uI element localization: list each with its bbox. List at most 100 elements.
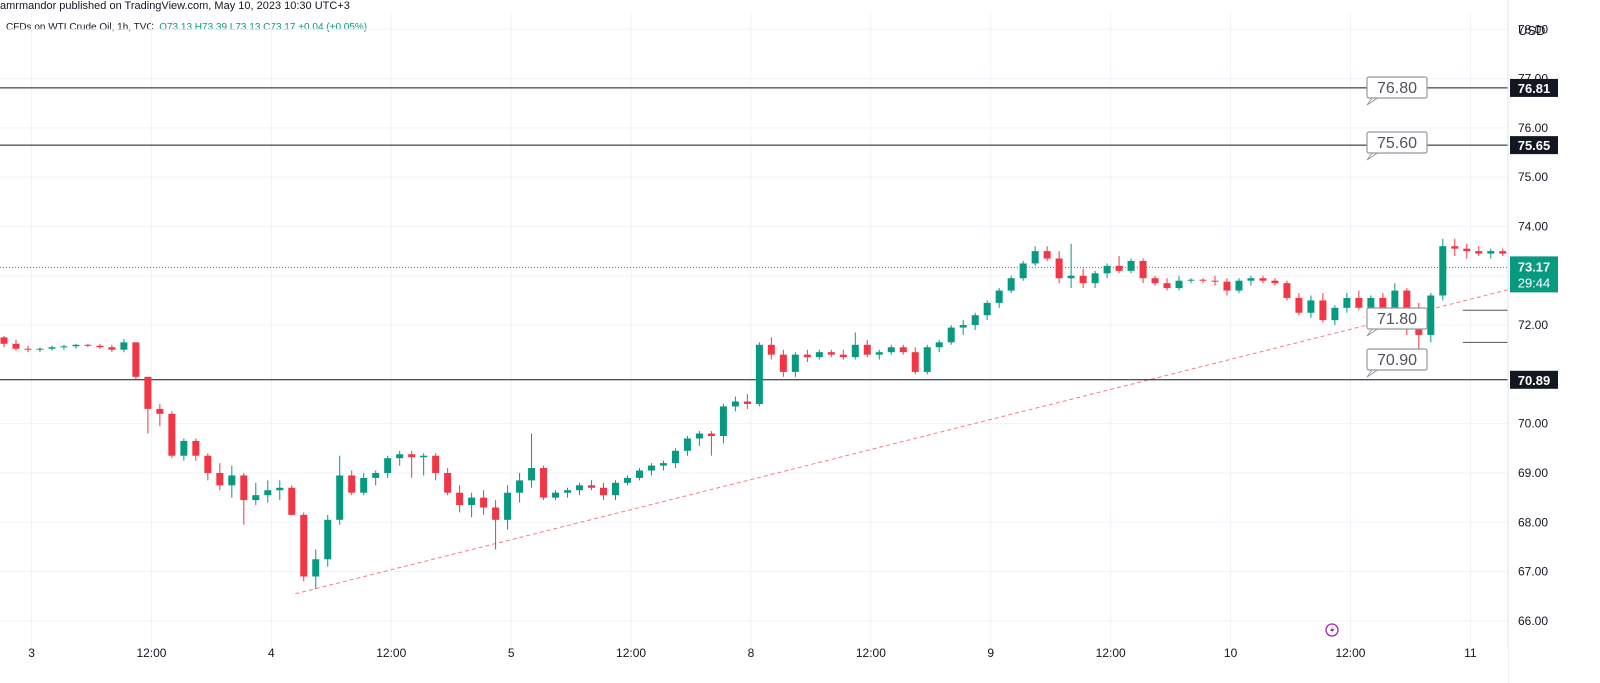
candle-body: [623, 477, 631, 483]
candle: [36, 347, 44, 353]
candle-body: [1307, 300, 1315, 313]
candle-body: [72, 344, 80, 347]
grid-lines: [0, 12, 1508, 648]
candle-body: [1259, 278, 1267, 281]
level-note: 76.80: [1366, 76, 1428, 106]
level-note: 75.60: [1366, 131, 1428, 161]
candle-body: [1031, 251, 1039, 264]
candle-body: [552, 492, 560, 498]
candle: [1283, 280, 1291, 301]
price-tick-label: 72.00: [1518, 318, 1548, 332]
candle: [1175, 275, 1183, 291]
candle: [923, 344, 931, 375]
candle-body: [228, 475, 236, 486]
candle: [1055, 251, 1063, 284]
candle-body: [923, 347, 931, 372]
candle-body: [1427, 295, 1435, 335]
candle-body: [1211, 280, 1219, 282]
time-tick-label: 10: [1224, 646, 1238, 660]
candle: [815, 349, 823, 360]
candle: [683, 436, 691, 456]
candle-body: [276, 487, 284, 491]
candle-body: [779, 354, 787, 372]
candle: [1235, 278, 1243, 294]
candle-body: [647, 465, 655, 471]
time-tick-label: 12:00: [856, 646, 886, 660]
lightning-icon: [1325, 623, 1339, 637]
candle: [564, 487, 572, 498]
candle-body: [60, 346, 68, 348]
candle: [264, 480, 272, 503]
candle: [995, 288, 1003, 308]
candle-body: [947, 327, 955, 343]
candle: [779, 349, 787, 377]
candle: [276, 480, 284, 501]
candle-body: [935, 342, 943, 348]
candle-body: [204, 455, 212, 473]
candle: [767, 337, 775, 360]
candle-body: [683, 438, 691, 451]
candle-body: [899, 347, 907, 353]
candle: [611, 480, 619, 501]
candle-body: [396, 454, 404, 459]
candle-body: [216, 472, 224, 486]
candle: [1007, 275, 1015, 294]
candle: [168, 411, 176, 459]
candle: [659, 460, 667, 471]
candle: [120, 338, 128, 353]
symbol-legend[interactable]: CFDs on WTI Crude Oil, 1h, TVC O73.13 H7…: [6, 22, 367, 33]
countdown-label: 29:44: [1518, 275, 1551, 290]
candle: [144, 376, 152, 434]
candle: [731, 396, 739, 412]
candle-body: [635, 470, 643, 478]
candle: [372, 470, 380, 486]
candle: [408, 450, 416, 478]
candle: [1067, 243, 1075, 289]
price-tick-label: 69.00: [1518, 466, 1548, 480]
candle: [360, 472, 368, 496]
candle-body: [695, 433, 703, 439]
candle: [1439, 238, 1447, 301]
trendline-group: [295, 286, 1521, 595]
candle: [240, 472, 248, 525]
note-box: [1366, 131, 1428, 154]
candle-body: [1079, 275, 1087, 284]
time-tick-label: 12:00: [616, 646, 646, 660]
candle: [983, 300, 991, 321]
note-box: [1366, 348, 1428, 371]
time-tick-label: 12:00: [376, 646, 406, 660]
candle-body: [528, 468, 536, 481]
note-pointer: [1366, 151, 1380, 161]
candle-body: [324, 519, 332, 560]
candle: [300, 512, 308, 582]
note-label: 70.90: [1377, 352, 1417, 369]
candle: [1043, 246, 1051, 261]
level-price-tag: [1510, 78, 1558, 97]
candle: [540, 465, 548, 501]
candle: [108, 344, 116, 353]
price-axis-currency: USD: [1518, 23, 1545, 38]
candle: [839, 349, 847, 360]
candle-body: [791, 354, 799, 372]
candle-body: [456, 492, 464, 506]
candle-body: [743, 401, 751, 404]
horizontal-levels: [0, 87, 1600, 381]
level-price-label: 75.65: [1518, 138, 1551, 153]
candle: [1307, 295, 1315, 318]
note-pointer: [1366, 96, 1380, 106]
candle-body: [1331, 307, 1339, 321]
candle: [1199, 278, 1207, 284]
candle: [1499, 248, 1507, 257]
candle-body: [516, 480, 524, 493]
candle-body: [1403, 290, 1411, 308]
candle-body: [1343, 297, 1351, 308]
candle: [480, 490, 488, 515]
candle-body: [312, 559, 320, 577]
candle-body: [468, 497, 476, 506]
time-tick-label: 8: [748, 646, 755, 660]
price-tick-label: 74.00: [1518, 219, 1548, 233]
level-price-label: 70.89: [1518, 373, 1551, 388]
candle: [228, 465, 236, 498]
candle-body: [504, 492, 512, 520]
